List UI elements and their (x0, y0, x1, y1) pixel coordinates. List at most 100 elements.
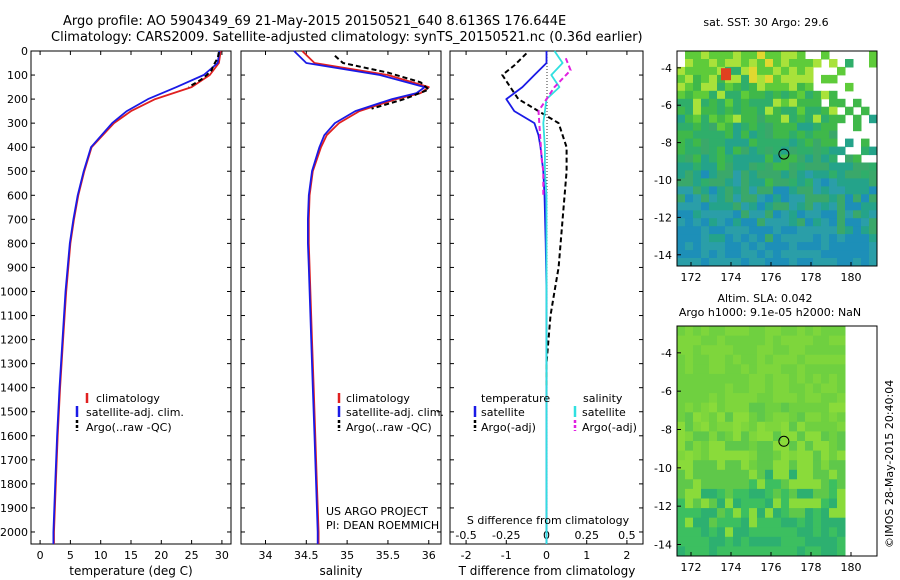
heatmap-cell (693, 90, 702, 100)
heatmap-cell (845, 218, 854, 227)
y-tick-label: -8 (661, 424, 672, 437)
heatmap-cell (813, 194, 822, 203)
heatmap-cell (717, 202, 726, 211)
heatmap-cell (813, 178, 822, 187)
heatmap-cell (813, 450, 822, 461)
heatmap-cell (749, 431, 758, 442)
heatmap-cell (677, 138, 686, 148)
heatmap-cell (781, 114, 790, 124)
heatmap-cell (725, 354, 734, 365)
heatmap-cell (693, 106, 702, 116)
heatmap-cell (749, 450, 758, 461)
heatmap-cell (693, 178, 702, 187)
heatmap-cell (701, 450, 710, 461)
heatmap-cell (693, 122, 702, 132)
heatmap-cell (677, 226, 686, 235)
heatmap-cell (829, 527, 838, 538)
heatmap-cell (717, 242, 726, 251)
heatmap-cell (829, 90, 838, 100)
y-tick-label: 2000 (0, 526, 28, 539)
heatmap-cell (709, 364, 718, 375)
heatmap-cell (757, 234, 766, 243)
heatmap-cell (757, 536, 766, 547)
heatmap-cell (805, 66, 814, 76)
x-tick-label: 35.5 (376, 549, 401, 562)
heatmap-cell (677, 421, 686, 432)
heatmap-cell (821, 130, 830, 140)
heatmap-cell (805, 326, 814, 337)
heatmap-cell (813, 517, 822, 528)
heatmap-cell (821, 186, 830, 195)
heatmap-cell (701, 178, 710, 187)
heatmap-cell (821, 364, 830, 375)
heatmap-cell (805, 383, 814, 394)
heatmap-cell (709, 234, 718, 243)
heatmap-cell (733, 488, 742, 499)
heatmap-cell (709, 250, 718, 259)
heatmap-cell (821, 106, 830, 116)
series-line-satellite-adj-clim (293, 50, 426, 544)
legend-label-climatology: climatology (96, 392, 160, 405)
heatmap-cell (709, 450, 718, 461)
heatmap-cell (765, 234, 774, 243)
heatmap-cell (853, 242, 862, 251)
heatmap-cell (773, 202, 782, 211)
heatmap-cell (685, 234, 694, 243)
heatmap-cell (741, 412, 750, 423)
heatmap-cell (797, 412, 806, 423)
heatmap-cell (741, 250, 750, 259)
heatmap-cell (797, 488, 806, 499)
heatmap-cell (853, 234, 862, 243)
heatmap-cell (829, 122, 838, 132)
heatmap-cell (765, 354, 774, 365)
heatmap-cell (813, 130, 822, 140)
heatmap-cell (805, 527, 814, 538)
heatmap-cell (797, 138, 806, 148)
heatmap-cell (805, 194, 814, 203)
heatmap-cell (733, 90, 742, 100)
x-tick-label: 0 (37, 549, 44, 562)
heatmap-cell (829, 498, 838, 509)
heatmap-cell (749, 402, 758, 413)
heatmap-cell (725, 154, 734, 163)
heatmap-cell (685, 51, 694, 60)
heatmap-cell (677, 210, 686, 219)
heatmap-cell (693, 51, 702, 60)
heatmap-cell (709, 186, 718, 195)
heatmap-cell (749, 82, 758, 92)
heatmap-cell (677, 74, 686, 84)
y-tick-label: -6 (661, 99, 672, 112)
heatmap-cell (797, 226, 806, 235)
heatmap-cell (733, 82, 742, 92)
heatmap-cell (749, 146, 758, 156)
heatmap-cell (757, 59, 766, 68)
heatmap-cell (709, 51, 718, 60)
heatmap-cell (765, 186, 774, 195)
heatmap-cell (717, 460, 726, 471)
heatmap-cell (797, 373, 806, 384)
y-tick-label: -6 (661, 385, 672, 398)
heatmap-cell (781, 383, 790, 394)
heatmap-cell (757, 98, 766, 108)
heatmap-cell (733, 508, 742, 519)
heatmap-cell (789, 242, 798, 251)
heatmap-cell (837, 178, 846, 187)
heatmap-cell (677, 431, 686, 442)
heatmap-cell (837, 527, 846, 538)
heatmap-cell (677, 527, 686, 538)
heatmap-cell (789, 469, 798, 480)
heatmap-cell (733, 441, 742, 452)
heatmap-cell (725, 536, 734, 547)
heatmap-cell (733, 170, 742, 179)
heatmap-cell (725, 202, 734, 211)
heatmap-cell (829, 59, 838, 68)
heatmap-cell (701, 421, 710, 432)
legend-title-temperature: temperature (481, 392, 550, 405)
heatmap-cell (773, 527, 782, 538)
heatmap-cell (837, 146, 846, 156)
heatmap-cell (765, 469, 774, 480)
heatmap-cell (725, 393, 734, 404)
heatmap-cell (725, 527, 734, 538)
heatmap-cell (869, 218, 878, 227)
heatmap-cell (861, 258, 870, 267)
